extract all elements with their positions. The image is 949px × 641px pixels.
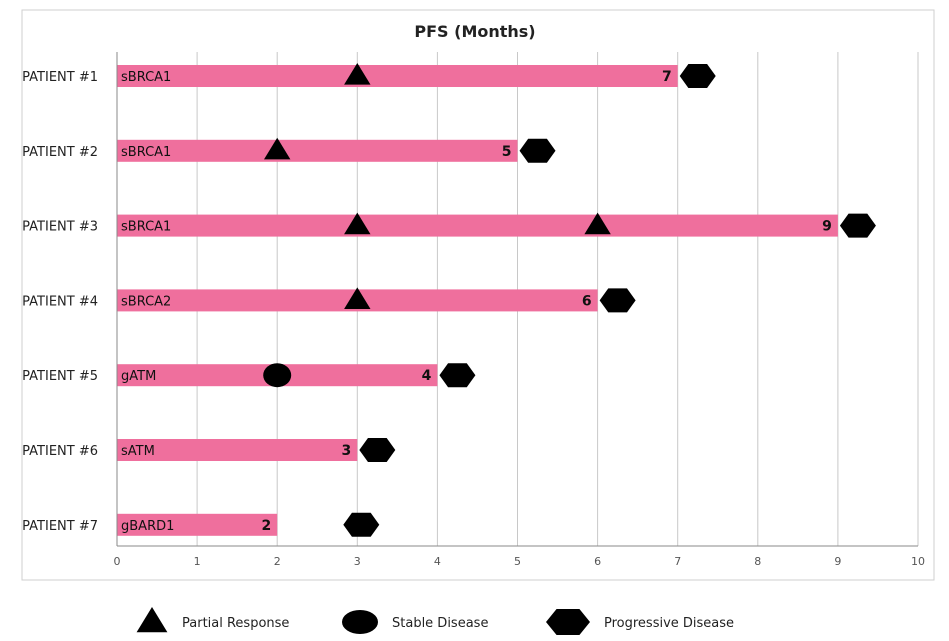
legend-label: Progressive Disease [604, 616, 734, 631]
pfs-value-label: 6 [582, 293, 592, 309]
mutation-label: gATM [121, 369, 156, 384]
mutation-label: sBRCA1 [121, 145, 171, 160]
mutation-label: sBRCA1 [121, 70, 171, 85]
progressive-disease-marker [679, 64, 716, 88]
stable-disease-marker [263, 363, 292, 388]
partial-response-marker [344, 212, 371, 235]
partial-response-marker [344, 287, 371, 309]
legend-label: Stable Disease [392, 616, 488, 631]
x-tick-label: 4 [434, 555, 441, 568]
x-tick-label: 8 [754, 555, 761, 568]
legend-triangle-icon [136, 607, 168, 633]
progressive-disease-marker [359, 438, 396, 462]
x-tick-label: 9 [834, 555, 841, 568]
partial-response-marker [344, 63, 371, 85]
patient-label: PATIENT #4 [22, 294, 98, 309]
pfs-bar [117, 65, 678, 87]
x-tick-label: 6 [594, 555, 601, 568]
progressive-disease-marker [343, 512, 380, 537]
progressive-disease-marker [599, 288, 636, 313]
mutation-label: sBRCA2 [121, 294, 171, 309]
patient-label: PATIENT #1 [22, 70, 98, 85]
mutation-label: gBARD1 [121, 519, 174, 534]
mutation-label: sATM [121, 444, 155, 459]
pfs-value-label: 3 [342, 443, 352, 459]
x-tick-label: 7 [674, 555, 681, 568]
pfs-value-label: 9 [822, 219, 832, 235]
y-axis-labels: PATIENT #1 PATIENT #2 PATIENT #3 PATIENT #4… [22, 70, 98, 534]
x-tick-label: 0 [114, 555, 121, 568]
response-markers [263, 63, 876, 537]
bars: sBRCA1 7 sBRCA1 5 sBRCA1 9 sBRCA2 6 gATM 4 sATM 3 gB… [117, 65, 838, 536]
x-tick-label: 10 [911, 555, 925, 568]
mutation-label: sBRCA1 [121, 220, 171, 235]
pfs-value-label: 7 [662, 69, 672, 85]
patient-label: PATIENT #2 [22, 145, 98, 160]
legend-circle-icon [342, 610, 378, 634]
progressive-disease-marker [439, 363, 476, 388]
chart-title: PFS (Months) [414, 22, 535, 41]
patient-label: PATIENT #3 [22, 220, 98, 235]
pfs-bar [117, 513, 278, 536]
pfs-value-label: 5 [502, 144, 512, 160]
partial-response-marker [264, 137, 291, 160]
grid [196, 52, 919, 546]
x-tick-label: 1 [194, 555, 201, 568]
x-tick-label: 2 [274, 555, 281, 568]
x-tick-label: 5 [514, 555, 521, 568]
pfs-bar [117, 139, 518, 162]
x-tick-label: 3 [354, 555, 361, 568]
legend-label: Partial Response [182, 616, 289, 631]
legend-hexagon-icon [546, 609, 590, 635]
x-axis: 0 1 2 3 4 5 6 7 8 9 10 [114, 52, 925, 568]
pfs-value-label: 2 [261, 518, 271, 534]
pfs-bar [117, 214, 838, 237]
pfs-value-label: 4 [422, 368, 432, 384]
progressive-disease-marker [839, 213, 876, 238]
patient-label: PATIENT #6 [22, 444, 98, 459]
legend: Partial Response Stable Disease Progressiv… [136, 607, 734, 635]
patient-label: PATIENT #5 [22, 369, 98, 384]
pfs-bar [117, 439, 358, 461]
partial-response-marker [584, 212, 611, 235]
progressive-disease-marker [519, 138, 556, 163]
patient-label: PATIENT #7 [22, 519, 98, 534]
